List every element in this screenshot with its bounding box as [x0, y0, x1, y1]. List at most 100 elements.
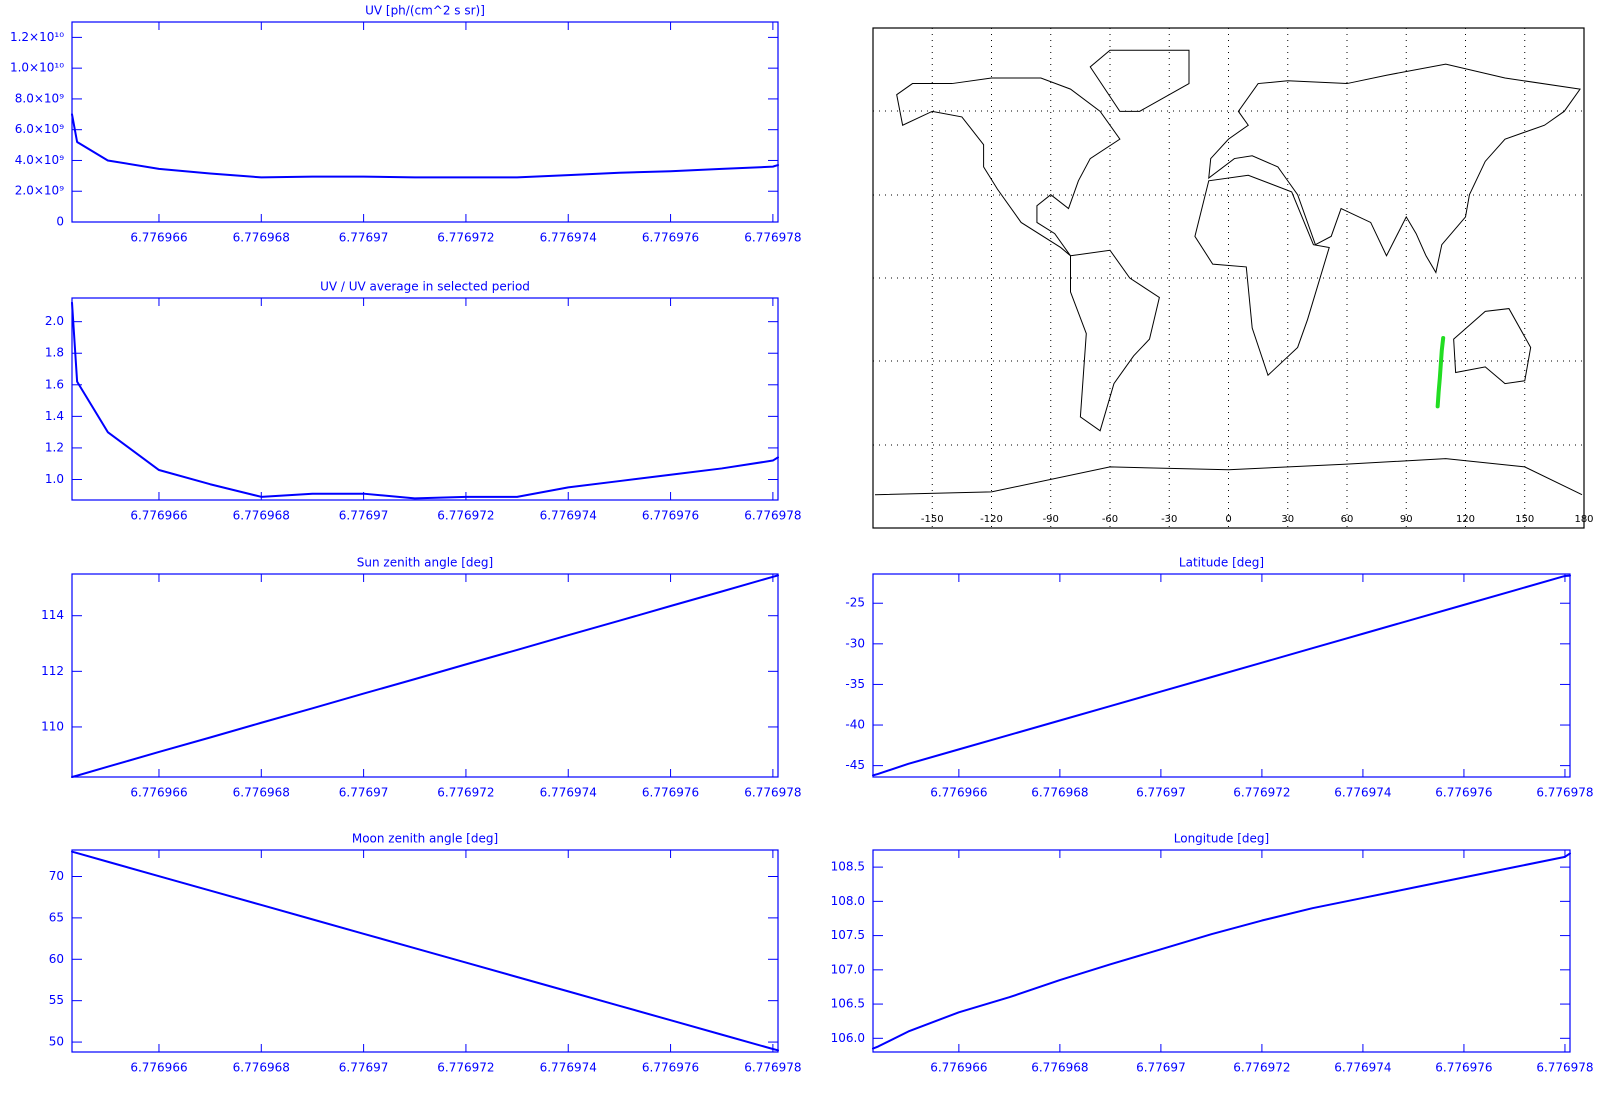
coast — [897, 78, 1120, 256]
x-tick-label: -150 — [921, 514, 944, 525]
y-tick-label: 110 — [41, 719, 64, 733]
plot-frame — [872, 27, 1585, 529]
x-tick-label: 6.77697 — [339, 1061, 389, 1075]
x-tick-label: -90 — [1043, 514, 1059, 525]
x-tick-label: 6.776978 — [1536, 1061, 1593, 1075]
x-tick-label: 6.77697 — [1136, 1061, 1186, 1075]
chart-title: UV [ph/(cm^2 s sr)] — [365, 4, 485, 18]
x-tick-label: 6.776976 — [642, 231, 699, 245]
y-tick-label: -30 — [845, 636, 865, 650]
x-tick-label: -30 — [1161, 514, 1177, 525]
y-tick-label: 107.5 — [831, 928, 865, 942]
data-line — [71, 574, 779, 778]
coast — [875, 459, 1582, 495]
y-tick-label: 107.0 — [831, 962, 865, 976]
y-tick-label: -45 — [845, 758, 865, 772]
y-tick-label: 106.5 — [831, 997, 865, 1011]
x-tick-label: 6.776966 — [930, 786, 987, 800]
plot-frame — [872, 849, 1571, 1053]
coast — [1090, 50, 1189, 111]
y-tick-label: 50 — [49, 1035, 64, 1049]
x-tick-label: 6.776978 — [744, 786, 801, 800]
x-tick-label: 6.776966 — [130, 1061, 187, 1075]
x-tick-label: -120 — [980, 514, 1003, 525]
y-tick-label: -40 — [845, 718, 865, 732]
x-tick-label: 6.776972 — [1233, 1061, 1290, 1075]
y-tick-label: 108.0 — [831, 894, 865, 908]
coastlines — [875, 50, 1582, 494]
y-tick-label: 114 — [41, 608, 64, 622]
data-line — [71, 301, 779, 500]
y-tick-label: 8.0×10⁹ — [15, 91, 64, 105]
y-tick-label: 108.5 — [831, 860, 865, 874]
chart-title: Moon zenith angle [deg] — [352, 832, 498, 846]
coast — [1209, 64, 1580, 272]
chart-title: Sun zenith angle [deg] — [357, 556, 493, 570]
chart-title: Longitude [deg] — [1174, 832, 1269, 846]
y-tick-label: 60 — [49, 952, 64, 966]
x-tick-label: 6.776968 — [233, 786, 290, 800]
chart-title: Latitude [deg] — [1179, 556, 1264, 570]
plot-frame — [872, 573, 1571, 778]
coast — [1195, 175, 1329, 375]
x-tick-label: 6.77697 — [1136, 786, 1186, 800]
x-tick-label: 6.776966 — [130, 509, 187, 523]
plot-frame — [71, 849, 779, 1053]
x-tick-label: 6.776976 — [642, 509, 699, 523]
x-tick-label: 0 — [1225, 514, 1231, 525]
y-tick-label: 6.0×10⁹ — [15, 122, 64, 136]
x-tick-label: 6.77697 — [339, 509, 389, 523]
y-tick-label: 2.0×10⁹ — [15, 184, 64, 198]
y-tick-label: 1.0×10¹⁰ — [10, 61, 64, 75]
plot-frame — [71, 297, 779, 501]
y-tick-label: 106.0 — [831, 1031, 865, 1045]
x-tick-label: 6.776974 — [540, 231, 597, 245]
y-tick-label: 112 — [41, 664, 64, 678]
x-tick-label: 6.776976 — [1435, 786, 1492, 800]
x-tick-label: 6.776974 — [540, 786, 597, 800]
x-tick-label: 6.776968 — [233, 1061, 290, 1075]
coast — [1071, 250, 1160, 431]
y-tick-label: 55 — [49, 993, 64, 1007]
x-tick-label: 30 — [1281, 514, 1294, 525]
y-tick-label: -25 — [845, 596, 865, 610]
y-tick-label: 4.0×10⁹ — [15, 153, 64, 167]
x-tick-label: 90 — [1400, 514, 1413, 525]
y-tick-label: 1.2×10¹⁰ — [10, 30, 64, 44]
y-tick-label: 0 — [56, 215, 64, 229]
x-tick-label: 6.776974 — [540, 1061, 597, 1075]
x-tick-label: 6.776972 — [437, 231, 494, 245]
y-tick-label: 1.6 — [45, 377, 64, 391]
x-tick-label: 6.776974 — [1334, 1061, 1391, 1075]
data-line — [872, 574, 1571, 777]
x-tick-label: 6.776978 — [744, 509, 801, 523]
ground-track — [1435, 336, 1446, 409]
x-tick-label: 6.776978 — [1536, 786, 1593, 800]
x-tick-label: 6.776966 — [130, 231, 187, 245]
x-tick-label: 6.776972 — [437, 1061, 494, 1075]
x-tick-label: 6.776968 — [1031, 1061, 1088, 1075]
x-tick-label: 6.776966 — [930, 1061, 987, 1075]
x-tick-label: 6.776978 — [744, 1061, 801, 1075]
data-line — [71, 850, 779, 1052]
x-tick-label: 120 — [1456, 514, 1475, 525]
y-tick-label: 70 — [49, 869, 64, 883]
y-tick-label: 2.0 — [45, 314, 64, 328]
x-tick-label: 6.776972 — [437, 509, 494, 523]
y-tick-label: 1.0 — [45, 472, 64, 486]
x-tick-label: 6.776972 — [437, 786, 494, 800]
x-tick-label: 6.776976 — [1435, 1061, 1492, 1075]
x-tick-label: 6.776968 — [1031, 786, 1088, 800]
data-line — [71, 113, 779, 179]
x-tick-label: 6.776974 — [1334, 786, 1391, 800]
x-tick-label: 6.776976 — [642, 786, 699, 800]
x-tick-label: 6.776972 — [1233, 786, 1290, 800]
plot-frame — [71, 573, 779, 778]
y-tick-label: 1.8 — [45, 346, 64, 360]
x-tick-label: -60 — [1102, 514, 1118, 525]
y-tick-label: 1.4 — [45, 409, 64, 423]
x-tick-label: 6.776976 — [642, 1061, 699, 1075]
